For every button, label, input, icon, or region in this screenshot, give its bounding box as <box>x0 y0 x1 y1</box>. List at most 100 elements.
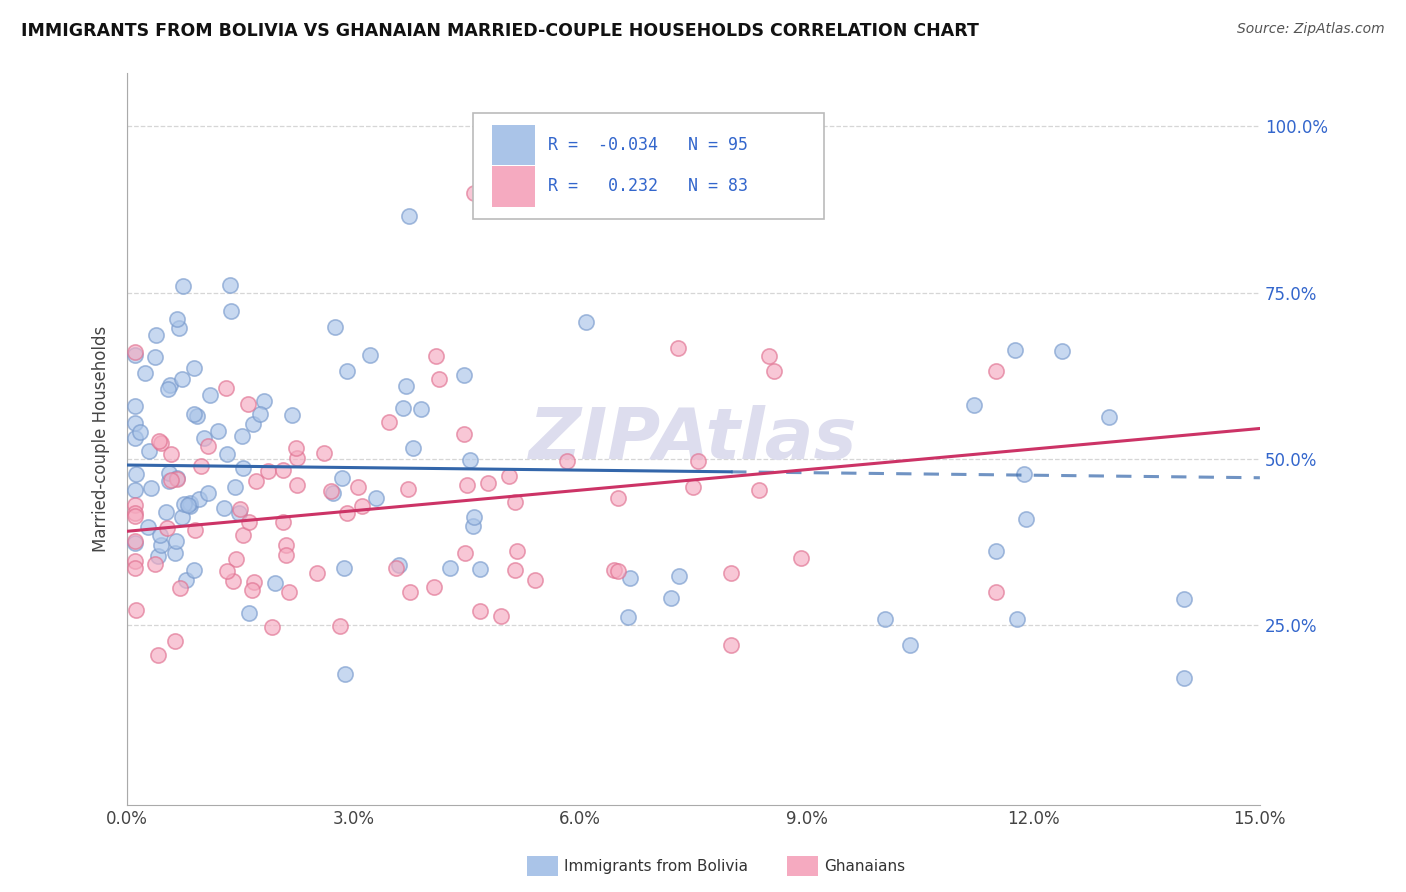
Point <box>720 566 742 580</box>
Point <box>165 633 187 648</box>
Point <box>238 606 260 620</box>
Point <box>136 519 159 533</box>
Point <box>682 480 704 494</box>
Point <box>245 475 267 489</box>
Point <box>170 510 193 524</box>
Point <box>329 619 352 633</box>
Point <box>285 451 308 466</box>
Point <box>173 497 195 511</box>
Text: ZIPAtlas: ZIPAtlas <box>529 405 858 474</box>
Point <box>183 563 205 577</box>
Point <box>129 425 152 439</box>
Point <box>207 424 229 438</box>
Point <box>157 382 180 396</box>
Point <box>124 399 146 413</box>
Point <box>166 471 188 485</box>
Point <box>666 341 689 355</box>
Point <box>321 483 343 498</box>
Point <box>143 350 166 364</box>
Point <box>392 401 415 415</box>
Point <box>1173 671 1195 685</box>
Point <box>149 436 172 450</box>
Point <box>179 500 201 514</box>
Point <box>312 446 335 460</box>
FancyBboxPatch shape <box>492 125 534 165</box>
Point <box>169 321 191 335</box>
Point <box>1173 592 1195 607</box>
Point <box>124 431 146 445</box>
Point <box>477 475 499 490</box>
Point <box>217 447 239 461</box>
Point <box>388 558 411 573</box>
Point <box>225 551 247 566</box>
Point <box>172 278 194 293</box>
Point <box>165 545 187 559</box>
Point <box>321 485 343 500</box>
Point <box>253 394 276 409</box>
Point <box>124 345 146 359</box>
Text: Source: ZipAtlas.com: Source: ZipAtlas.com <box>1237 22 1385 37</box>
Point <box>257 464 280 478</box>
Point <box>150 538 173 552</box>
Point <box>219 278 242 293</box>
Point <box>179 496 201 510</box>
Point <box>155 505 177 519</box>
Point <box>231 429 253 443</box>
Point <box>277 584 299 599</box>
Point <box>468 562 491 576</box>
Point <box>166 312 188 326</box>
Point <box>183 407 205 421</box>
Point <box>159 447 181 461</box>
Point <box>396 482 419 496</box>
Point <box>159 378 181 392</box>
Point <box>668 569 690 583</box>
Point <box>790 550 813 565</box>
Point <box>305 566 328 581</box>
Point <box>174 573 197 587</box>
Point <box>124 348 146 362</box>
Point <box>323 319 346 334</box>
Point <box>274 538 297 552</box>
Point <box>984 364 1007 378</box>
Point <box>402 441 425 455</box>
Point <box>146 648 169 663</box>
Point <box>659 591 682 605</box>
Point <box>1050 343 1073 358</box>
Point <box>503 563 526 577</box>
Point <box>188 491 211 506</box>
Point <box>165 534 187 549</box>
Point <box>460 452 482 467</box>
Point <box>454 546 477 560</box>
Text: R =   0.232   N = 83: R = 0.232 N = 83 <box>548 178 748 195</box>
Point <box>125 603 148 617</box>
Point <box>350 499 373 513</box>
Point <box>124 506 146 520</box>
Point <box>232 528 254 542</box>
Point <box>169 581 191 595</box>
Point <box>439 561 461 575</box>
Point <box>124 533 146 548</box>
Point <box>260 620 283 634</box>
Point <box>336 506 359 520</box>
Point <box>124 535 146 549</box>
Point <box>263 575 285 590</box>
Point <box>160 473 183 487</box>
Point <box>606 564 628 578</box>
Point <box>461 519 484 533</box>
Text: Ghanaians: Ghanaians <box>824 859 905 873</box>
Point <box>984 544 1007 558</box>
Point <box>228 502 250 516</box>
Point <box>170 372 193 386</box>
Point <box>134 367 156 381</box>
Point <box>157 466 180 480</box>
Point <box>463 186 485 200</box>
Point <box>285 441 308 455</box>
Point <box>193 431 215 445</box>
Point <box>758 349 780 363</box>
Point <box>453 426 475 441</box>
Point <box>359 348 381 362</box>
Point <box>146 549 169 564</box>
Point <box>214 381 236 395</box>
Point <box>184 524 207 538</box>
Point <box>748 483 770 498</box>
